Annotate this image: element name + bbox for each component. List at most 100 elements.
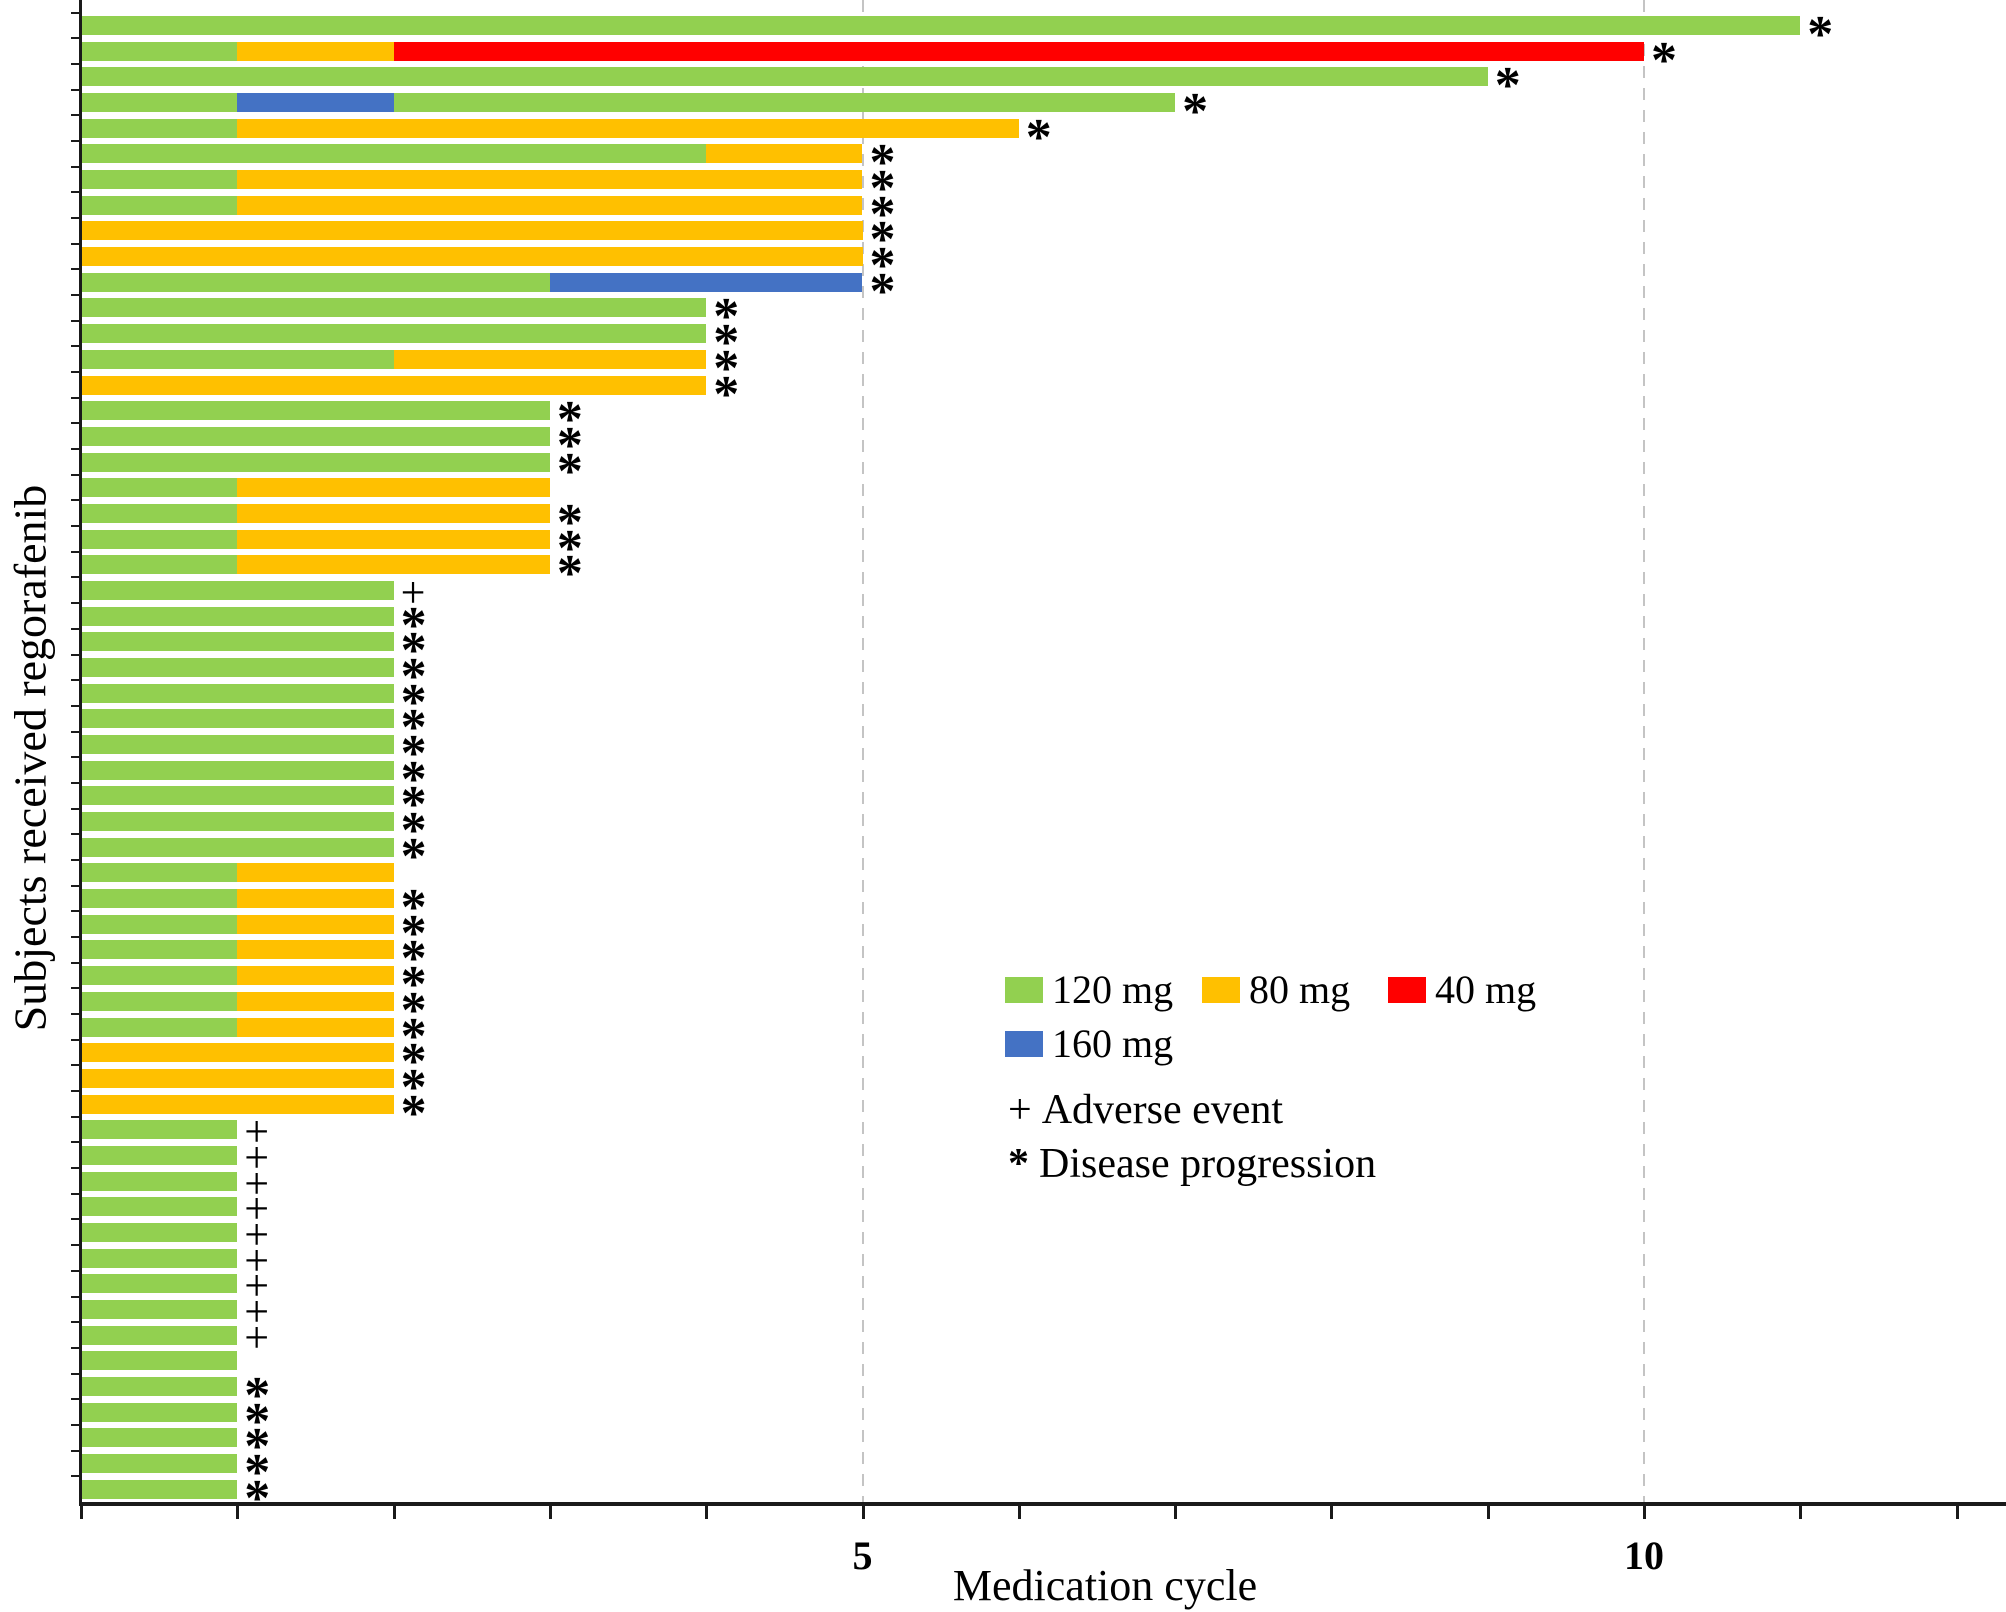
y-axis-tick	[71, 345, 79, 348]
subject-bar: +	[81, 1135, 269, 1179]
subject-bar: *	[81, 728, 427, 780]
bar-segment-120mg	[81, 683, 394, 703]
subject-bar: *	[81, 882, 427, 934]
subject-bar: *	[81, 9, 1833, 61]
y-axis-tick	[71, 1141, 79, 1144]
disease-progression-marker: *	[400, 596, 427, 654]
disease-progression-marker: *	[400, 802, 427, 860]
y-axis-tick	[71, 679, 79, 682]
subject-bar	[81, 863, 394, 883]
y-axis-tick	[71, 1218, 79, 1221]
y-axis-tick	[71, 88, 79, 91]
bar-segment-120mg	[81, 889, 238, 909]
disease-progression-marker: *	[869, 237, 896, 295]
disease-progression-marker: *	[713, 365, 740, 423]
y-axis-tick	[71, 653, 79, 656]
subject-bar: *	[81, 291, 739, 343]
bar-segment-80mg	[81, 1094, 394, 1114]
subject-bar: *	[81, 830, 427, 882]
bar-segment-120mg	[81, 118, 238, 138]
bar-segment-80mg	[393, 349, 707, 369]
bar-segment-80mg	[237, 529, 550, 549]
bar-segment-120mg	[81, 478, 238, 498]
y-axis-tick	[71, 242, 79, 245]
subject-bar: *	[81, 753, 427, 805]
legend-label-160mg: 160 mg	[1052, 1021, 1174, 1066]
legend-item-120mg: 120 mg	[1005, 966, 1173, 1013]
adverse-event-marker: +	[400, 567, 426, 617]
bar-segment-120mg	[81, 1325, 238, 1345]
subject-bar: *	[81, 496, 583, 548]
bar-segment-120mg	[81, 298, 707, 318]
bar-segment-120mg	[81, 170, 238, 190]
marker-legend-progression-label: Disease progression	[1039, 1141, 1377, 1187]
bar-segment-80mg	[237, 195, 863, 215]
disease-progression-marker: *	[713, 288, 740, 346]
subject-bar: *	[81, 805, 427, 857]
y-axis-tick	[71, 11, 79, 14]
y-axis-tick	[71, 1192, 79, 1195]
x-axis-tick-11	[1799, 1506, 1803, 1519]
y-axis-tick	[71, 1269, 79, 1272]
bar-segment-120mg	[81, 195, 238, 215]
y-axis-tick	[71, 448, 79, 451]
subject-bar: *	[81, 676, 427, 728]
bar-segment-80mg	[81, 247, 863, 267]
subject-bar: *	[81, 1421, 270, 1473]
bar-segment-120mg	[81, 503, 238, 523]
x-axis-tick-9	[1486, 1506, 1490, 1519]
y-axis-tick	[71, 1295, 79, 1298]
subject-bar: *	[81, 907, 427, 959]
y-axis-tick	[71, 114, 79, 117]
bar-segment-80mg	[237, 991, 394, 1011]
bar-segment-120mg	[81, 1428, 238, 1448]
disease-progression-marker: *	[400, 622, 427, 680]
bar-segment-80mg	[237, 863, 394, 883]
subject-bar: *	[81, 214, 896, 266]
bar-segment-120mg	[81, 1171, 238, 1191]
subject-bar: *	[81, 394, 583, 446]
y-axis-tick	[71, 730, 79, 733]
disease-progression-marker: *	[400, 879, 427, 937]
bar-segment-160mg	[549, 272, 863, 292]
y-axis-tick	[71, 858, 79, 861]
x-axis-tick-3	[548, 1506, 552, 1519]
disease-progression-marker: *	[1025, 108, 1052, 166]
legend-label-120mg: 120 mg	[1052, 967, 1174, 1012]
disease-progression-marker: *	[400, 776, 427, 834]
subject-bar: *	[81, 86, 1208, 138]
x-axis-title: Medication cycle	[952, 1561, 1258, 1610]
bar-segment-120mg	[81, 914, 238, 934]
marker-legend-adverse-label: Adverse event	[1041, 1087, 1284, 1133]
disease-progression-marker: *	[1494, 57, 1521, 115]
y-axis-tick	[71, 704, 79, 707]
subject-bar: *	[81, 1395, 270, 1447]
disease-progression-marker: *	[400, 725, 427, 783]
y-axis-tick	[71, 1064, 79, 1067]
bar-segment-120mg	[81, 349, 394, 369]
bar-segment-120mg	[81, 529, 238, 549]
subject-bar: *	[81, 1061, 427, 1113]
subject-bar: *	[81, 1370, 270, 1422]
y-axis-tick	[71, 576, 79, 579]
y-axis-line	[79, 0, 82, 1505]
subject-bar	[81, 1351, 238, 1371]
bar-segment-120mg	[81, 401, 550, 421]
disease-progression-marker: *	[244, 1469, 271, 1527]
disease-progression-marker: *	[556, 391, 583, 449]
bar-segment-120mg	[81, 41, 238, 61]
bar-segment-120mg	[81, 606, 394, 626]
bar-segment-120mg	[81, 1017, 238, 1037]
bar-segment-120mg	[81, 93, 238, 113]
bar-segment-120mg	[81, 709, 394, 729]
disease-progression-marker: *	[400, 930, 427, 988]
bar-segment-120mg	[81, 812, 394, 832]
x-axis-tick-8	[1330, 1506, 1334, 1519]
y-axis-tick	[71, 602, 79, 605]
disease-progression-marker: *	[556, 519, 583, 577]
bar-segment-120mg	[393, 93, 1176, 113]
disease-progression-marker: *	[244, 1444, 271, 1502]
y-axis-tick	[71, 37, 79, 40]
x-axis-tick-12	[1955, 1506, 1959, 1519]
bar-segment-40mg	[393, 41, 1644, 61]
